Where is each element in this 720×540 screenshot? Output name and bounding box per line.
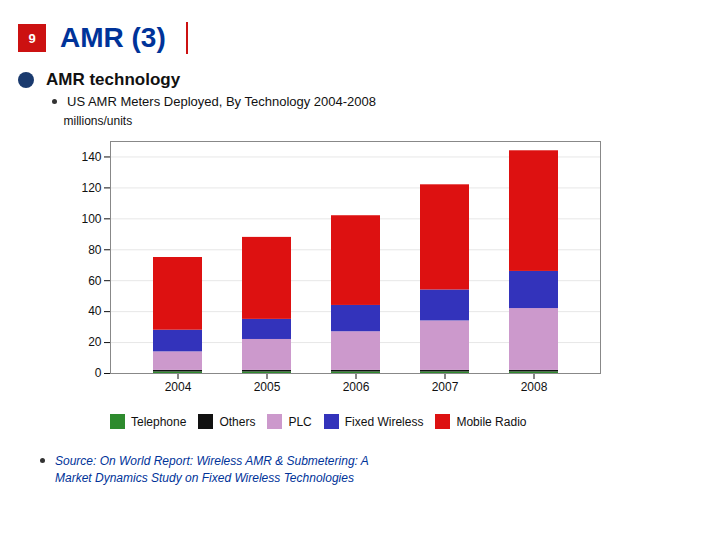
html-text:Telephone: Telephone bbox=[131, 414, 187, 429]
svg-text:20: 20 bbox=[88, 335, 102, 349]
svg-text:millions/units: millions/units bbox=[64, 114, 133, 128]
html-text:US AMR Meters Deployed, By Tec: US AMR Meters Deployed, By Technology 20… bbox=[67, 94, 376, 109]
svg-text:40: 40 bbox=[88, 304, 102, 318]
html-text:9: 9 bbox=[28, 30, 36, 46]
html-text:Source: On World Report: Wirel: Source: On World Report: Wireless AMR & … bbox=[55, 453, 369, 468]
svg-text:2006: 2006 bbox=[343, 380, 370, 394]
svg-text:2007: 2007 bbox=[432, 380, 459, 394]
svg-text:0: 0 bbox=[95, 366, 102, 380]
html-text:PLC: PLC bbox=[288, 414, 312, 429]
svg-text:60: 60 bbox=[88, 274, 102, 288]
svg-text:120: 120 bbox=[81, 181, 101, 195]
html-text:Others: Others bbox=[219, 414, 256, 429]
svg-text:2005: 2005 bbox=[254, 380, 281, 394]
html-text:AMR technology: AMR technology bbox=[46, 70, 181, 89]
html-text:Mobile Radio: Mobile Radio bbox=[456, 414, 527, 429]
html-text:Market Dynamics Study on Fixed: Market Dynamics Study on Fixed Wireless … bbox=[55, 470, 354, 485]
html-text:AMR (3): AMR (3) bbox=[60, 22, 166, 53]
svg-text:80: 80 bbox=[88, 243, 102, 257]
svg-text:100: 100 bbox=[81, 212, 101, 226]
html-text:Fixed Wireless: Fixed Wireless bbox=[344, 414, 424, 429]
svg-text:2004: 2004 bbox=[165, 380, 192, 394]
svg-text:2008: 2008 bbox=[521, 380, 548, 394]
svg-text:140: 140 bbox=[81, 150, 101, 164]
